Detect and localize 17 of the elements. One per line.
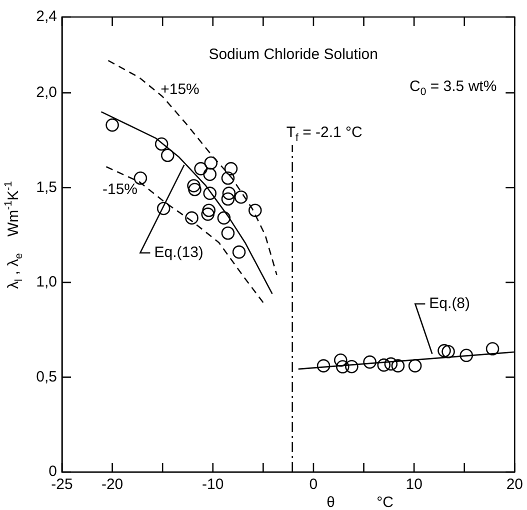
y-tick-label: 2,0 bbox=[36, 84, 57, 101]
annotation: Eq.(13) bbox=[154, 244, 204, 262]
annotation: Eq.(8) bbox=[429, 295, 470, 312]
y-tick-label: 1,5 bbox=[36, 178, 57, 196]
y-tick-label: 1,0 bbox=[36, 274, 57, 291]
annotation: -15% bbox=[102, 181, 138, 198]
x-tick-label: 0 bbox=[309, 476, 318, 494]
x-tick-label: 10 bbox=[406, 476, 422, 494]
y-tick-label: 2,4 bbox=[36, 8, 57, 26]
x-tick-label: -20 bbox=[101, 476, 124, 494]
y-tick-label: 0,5 bbox=[36, 368, 57, 386]
annotation: +15% bbox=[160, 81, 200, 98]
x-axis-title: θ °C bbox=[326, 494, 394, 510]
x-tick-label: 20 bbox=[506, 476, 523, 494]
text: Sodium Chloride Solution bbox=[208, 46, 378, 64]
x-tick-label: -10 bbox=[202, 476, 224, 494]
text: λl , λe Wm-1K-1 bbox=[2, 181, 26, 289]
